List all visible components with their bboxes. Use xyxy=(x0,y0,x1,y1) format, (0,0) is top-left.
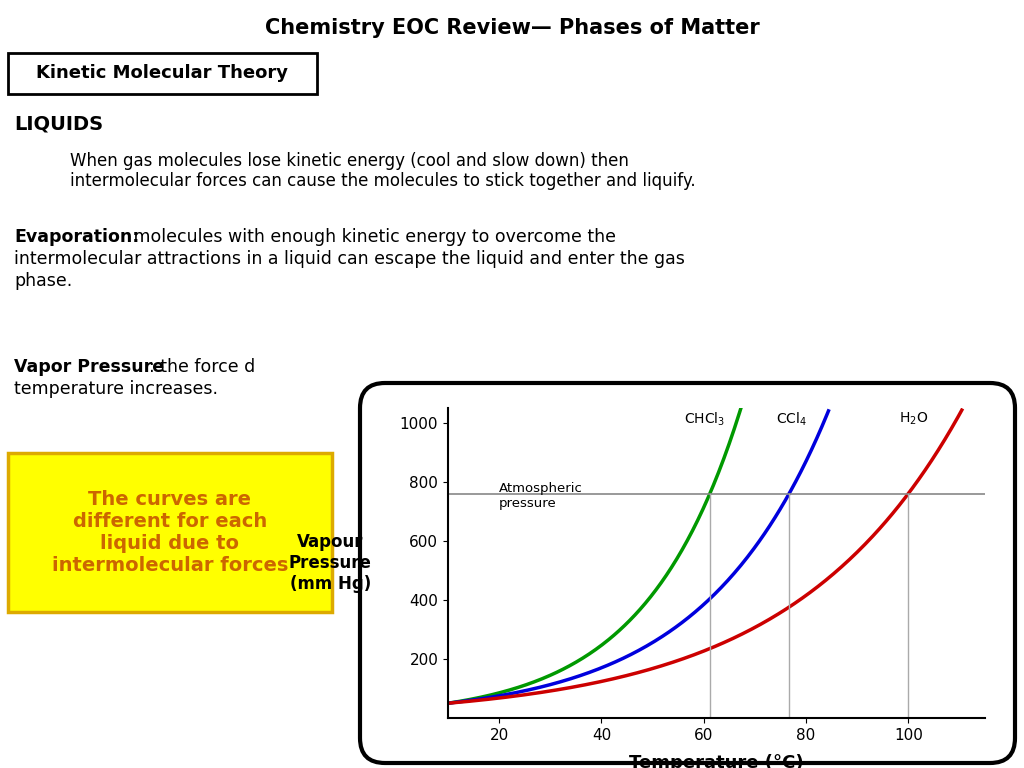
X-axis label: Temperature (°C): Temperature (°C) xyxy=(629,754,804,768)
Text: intermolecular attractions in a liquid can escape the liquid and enter the gas: intermolecular attractions in a liquid c… xyxy=(14,250,685,268)
Text: CHCl$_3$: CHCl$_3$ xyxy=(684,411,725,429)
Text: H$_2$O: H$_2$O xyxy=(899,411,928,427)
Text: molecules with enough kinetic energy to overcome the: molecules with enough kinetic energy to … xyxy=(128,228,616,246)
Text: Atmospheric
pressure: Atmospheric pressure xyxy=(499,482,583,510)
FancyBboxPatch shape xyxy=(360,383,1015,763)
Text: When gas molecules lose kinetic energy (cool and slow down) then: When gas molecules lose kinetic energy (… xyxy=(70,152,629,170)
FancyBboxPatch shape xyxy=(8,53,317,94)
Text: The curves are
different for each
liquid due to
intermolecular forces: The curves are different for each liquid… xyxy=(52,490,288,575)
Text: Evaporation:: Evaporation: xyxy=(14,228,139,246)
Text: intermolecular forces can cause the molecules to stick together and liquify.: intermolecular forces can cause the mole… xyxy=(70,172,695,190)
Text: CCl$_4$: CCl$_4$ xyxy=(776,411,807,429)
Y-axis label: Vapour
Pressure
(mm Hg): Vapour Pressure (mm Hg) xyxy=(289,533,372,593)
Text: Chemistry EOC Review— Phases of Matter: Chemistry EOC Review— Phases of Matter xyxy=(264,18,760,38)
Text: phase.: phase. xyxy=(14,272,73,290)
Text: LIQUIDS: LIQUIDS xyxy=(14,115,103,134)
Text: Kinetic Molecular Theory: Kinetic Molecular Theory xyxy=(37,65,289,82)
FancyBboxPatch shape xyxy=(8,453,332,612)
Text: temperature increases.: temperature increases. xyxy=(14,380,218,398)
Text: Vapor Pressure: Vapor Pressure xyxy=(14,358,164,376)
Text: : the force d: : the force d xyxy=(150,358,255,376)
